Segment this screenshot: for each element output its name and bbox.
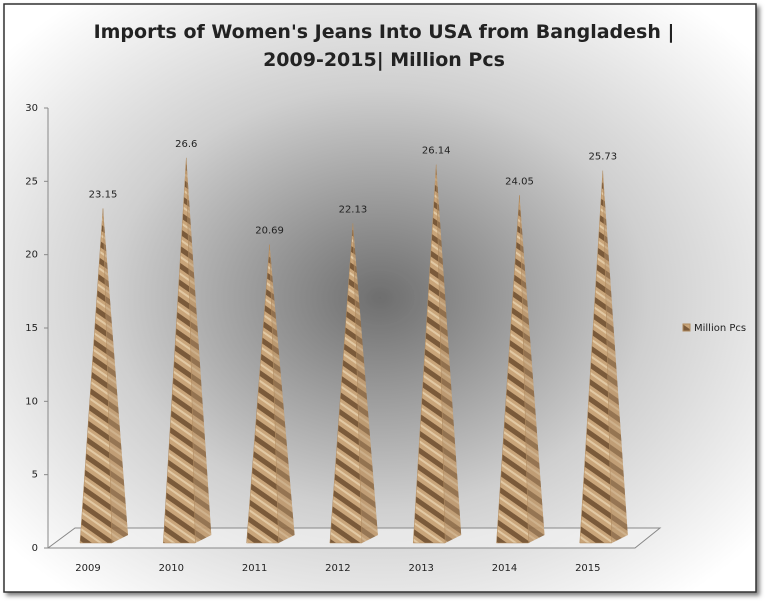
- pyramid-side-texture: [186, 157, 212, 543]
- pyramid: [412, 164, 446, 544]
- y-tick-label: 20: [25, 250, 38, 261]
- pyramid-side-texture: [103, 208, 128, 543]
- x-tick-label: 2011: [242, 563, 267, 574]
- chart-frame: [3, 3, 757, 593]
- x-tick-label: 2013: [408, 563, 433, 574]
- value-label: 23.15: [89, 189, 118, 200]
- legend-label: Million Pcs: [694, 323, 746, 334]
- x-tick-label: 2012: [325, 563, 350, 574]
- pyramid-side-texture: [519, 195, 545, 543]
- x-tick-label: 2009: [75, 563, 100, 574]
- x-tick-label: 2010: [159, 563, 184, 574]
- value-label: 26.6: [175, 139, 197, 150]
- value-label: 26.14: [422, 146, 451, 157]
- pyramid-side-texture: [269, 244, 295, 543]
- value-label: 20.69: [255, 226, 284, 237]
- y-tick-label: 5: [32, 470, 38, 481]
- y-tick-label: 0: [32, 543, 38, 554]
- pyramid: [246, 244, 279, 544]
- y-tick-label: 30: [25, 103, 38, 114]
- value-label: 24.05: [505, 176, 534, 187]
- x-tick-label: 2014: [492, 563, 517, 574]
- chart-title: Imports of Women's Jeans Into USA from B…: [93, 21, 675, 71]
- y-tick-label: 25: [25, 176, 38, 187]
- pyramid: [496, 195, 529, 544]
- pyramid: [163, 157, 196, 544]
- value-label: 22.13: [339, 204, 368, 215]
- pyramid-side-texture: [436, 164, 462, 543]
- pyramid: [79, 208, 113, 544]
- value-label: 25.73: [588, 152, 617, 163]
- y-tick-label: 15: [25, 323, 38, 334]
- pyramid-side-texture: [602, 170, 628, 544]
- legend-swatch: [682, 323, 691, 332]
- x-tick-label: 2015: [575, 563, 600, 574]
- y-tick-label: 10: [25, 396, 38, 407]
- pyramid: [579, 170, 613, 544]
- pyramid-side-texture: [352, 223, 378, 543]
- pyramid: [329, 223, 363, 544]
